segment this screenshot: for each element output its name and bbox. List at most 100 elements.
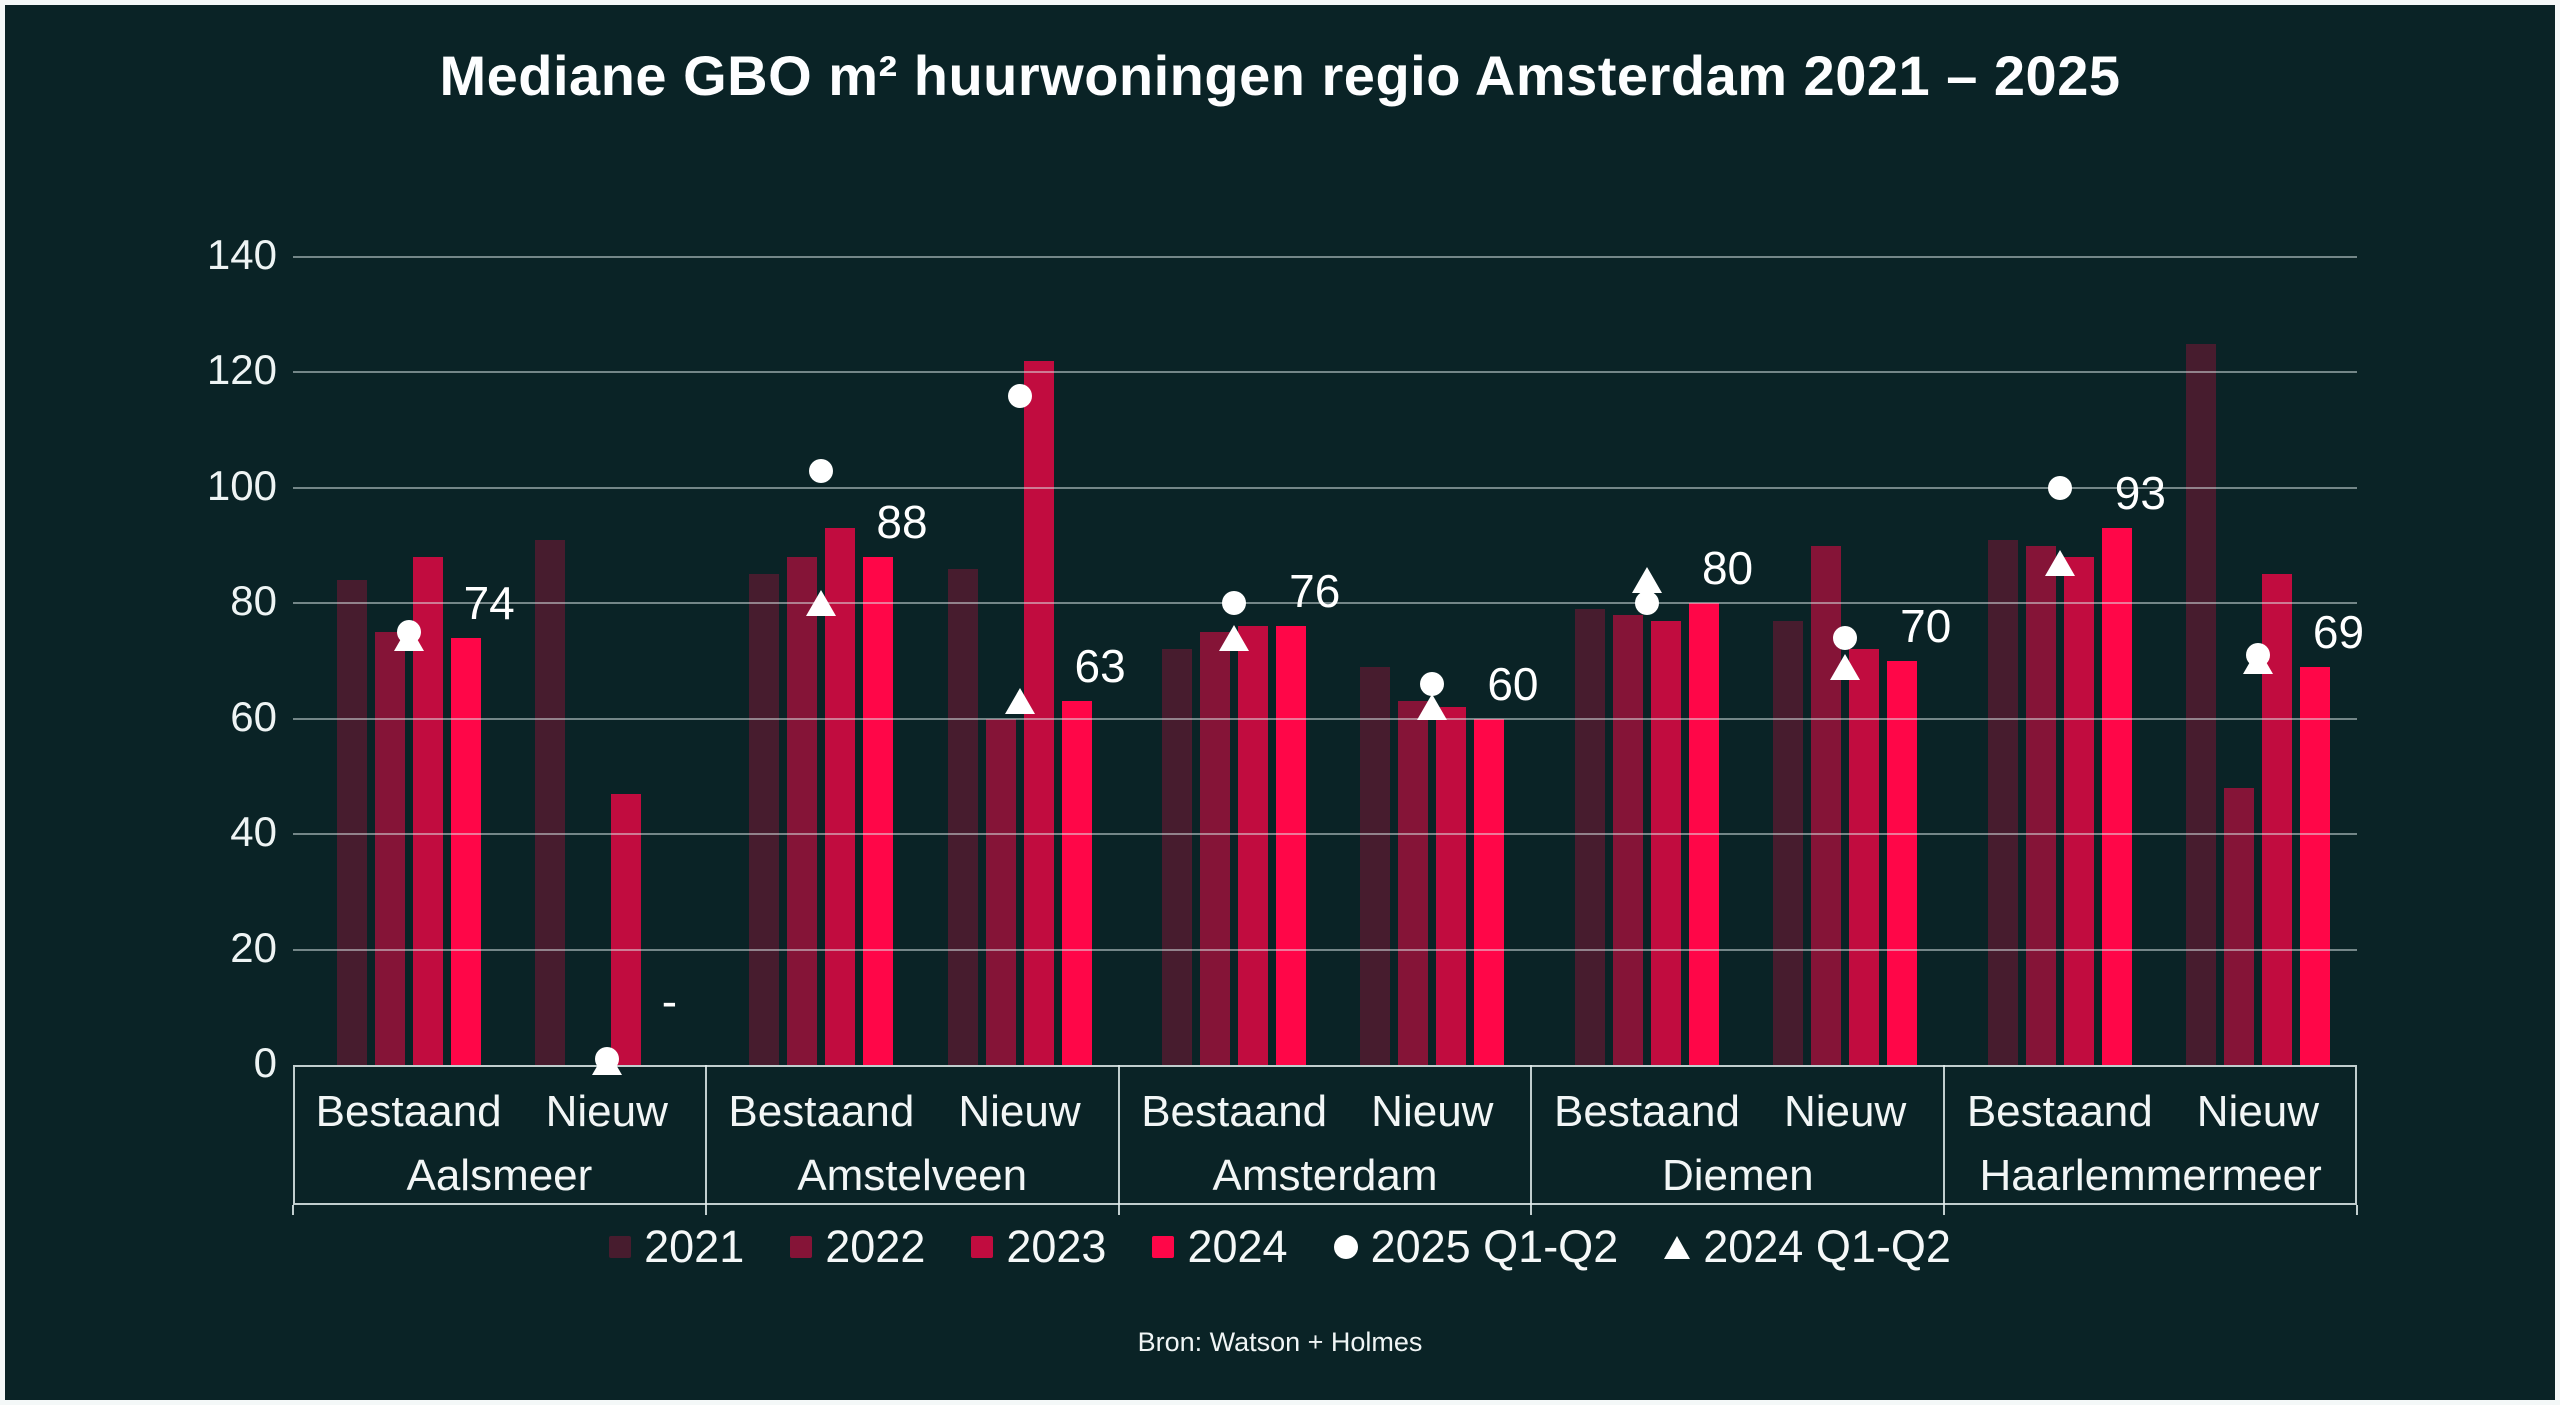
source-caption: Bron: Watson + Holmes [1137,1327,1423,1357]
bar-2022 [1612,614,1643,1065]
gridline [293,371,2357,374]
bar-value-label: 63 [1074,640,1126,693]
bar-2022 [787,557,818,1065]
bar-2023 [1436,707,1467,1065]
triangle-marker-2024-q1-q2 [1631,567,1662,594]
circle-marker-2025-q1-q2 [2047,475,2072,500]
legend-label: 2023 [1006,1221,1107,1272]
bar-2024 [1061,701,1092,1065]
chart-legend: 2021 2022 2023 2024 2025 Q1-Q2 2024 Q1-Q2 [5,1217,2555,1277]
bar-2023 [825,528,856,1065]
bar-value-label: 76 [1289,565,1341,618]
bar-2021 [1773,620,1804,1065]
y-tick-label: 100 [206,461,277,509]
triangle-marker-2024-q1-q2 [806,590,837,617]
bar-2023 [1849,649,1880,1065]
bar-value-label: 70 [1900,600,1952,652]
bar-2022 [2223,787,2254,1065]
circle-marker-2025-q1-q2 [1007,383,1032,408]
bar-2024 [1276,626,1307,1065]
group-divider [704,1065,707,1205]
legend-swatch-icon [609,1236,632,1258]
bar-2021 [2185,343,2216,1065]
circle-icon [1333,1235,1358,1259]
bar-2021 [336,580,367,1065]
legend-label: 2022 [825,1221,926,1272]
bar-2022 [374,632,405,1065]
circle-marker-2025-q1-q2 [594,1047,619,1072]
bar-value-label: 69 [2312,605,2365,658]
legend-item-2021: 2021 [609,1221,744,1273]
gridline [293,486,2357,489]
bar-value-label: 88 [876,496,928,549]
legend-label: 2024 [1187,1221,1288,1272]
x-sublabel-nieuw: Nieuw [2196,1087,2320,1136]
bar-2022 [1200,632,1231,1065]
plot-area: 0 20 40 60 80 100 120 140 Aalsmeer Bestaand 74 Nieu… [5,5,2555,1400]
circle-marker-2025-q1-q2 [1833,625,1858,650]
group-label-diemen: Diemen [1661,1151,1814,1200]
bar-2024 [1887,661,1918,1065]
x-axis-box [293,1065,2357,1205]
axis-tick [704,1205,707,1215]
circle-marker-2025-q1-q2 [2245,643,2270,668]
bar-2024 [1474,718,1505,1065]
axis-tick [292,1205,294,1215]
x-sublabel-bestaand: Bestaand [1966,1087,2153,1136]
bar-2022 [2025,545,2056,1065]
legend-swatch-icon [790,1236,813,1258]
x-sublabel-nieuw: Nieuw [958,1087,1081,1136]
gridline [293,602,2357,605]
axis-tick [1117,1205,1120,1215]
gridline [293,256,2357,258]
bar-2023 [1238,626,1269,1065]
triangle-marker-2024-q1-q2 [1219,624,1250,651]
bar-2023 [1650,620,1681,1065]
legend-swatch-icon [1152,1236,1175,1258]
bar-2022 [1398,701,1429,1065]
triangle-marker-2024-q1-q2 [1417,694,1448,721]
triangle-marker-2024-q1-q2 [1004,688,1035,715]
bar-2024 [2101,528,2132,1065]
legend-swatch-icon [971,1236,994,1258]
circle-marker-2025-q1-q2 [809,458,834,483]
triangle-marker-2024-q1-q2 [1830,653,1861,680]
legend-label: 2025 Q1-Q2 [1370,1221,1619,1272]
bar-value-label: 93 [2114,467,2166,520]
bar-2021 [1574,609,1605,1065]
bar-2022 [985,718,1016,1065]
triangle-marker-2024-q1-q2 [2044,549,2075,576]
gridline [293,948,2357,951]
legend-item-2023: 2023 [971,1221,1106,1273]
group-divider [1530,1065,1533,1205]
bar-2024 [450,637,481,1065]
bar-2021 [947,568,978,1065]
x-sublabel-bestaand: Bestaand [1141,1087,1328,1136]
circle-marker-2025-q1-q2 [396,620,421,645]
gridline [293,717,2357,720]
group-label-amsterdam: Amsterdam [1212,1151,1438,1200]
group-divider [1117,1065,1120,1205]
y-tick-label: 40 [230,808,277,856]
x-sublabel-bestaand: Bestaand [1554,1087,1740,1136]
axis-tick [1943,1205,1946,1215]
legend-item-2025-q1-q2: 2025 Q1-Q2 [1333,1221,1619,1273]
x-sublabel-nieuw: Nieuw [1371,1087,1494,1136]
circle-marker-2025-q1-q2 [1634,591,1659,616]
y-tick-label: 120 [206,346,277,394]
bar-2024 [2299,666,2330,1065]
bar-2021 [1987,539,2018,1065]
axis-tick [2356,1205,2358,1215]
circle-marker-2025-q1-q2 [1420,672,1445,697]
group-divider [1943,1065,1946,1205]
x-sublabel-bestaand: Bestaand [315,1087,502,1136]
circle-marker-2025-q1-q2 [1222,591,1247,616]
bar-value-label: 74 [463,576,515,629]
chart-title: Mediane GBO m² huurwoningen regio Amster… [439,44,2121,107]
y-tick-label: 20 [230,923,277,971]
legend-label: 2024 Q1-Q2 [1703,1221,1951,1272]
group-label-haarlemmermeer: Haarlemmermeer [1979,1151,2322,1200]
y-tick-label: 140 [206,231,277,279]
x-sublabel-nieuw: Nieuw [1783,1087,1907,1136]
y-tick-label: 0 [253,1039,277,1087]
